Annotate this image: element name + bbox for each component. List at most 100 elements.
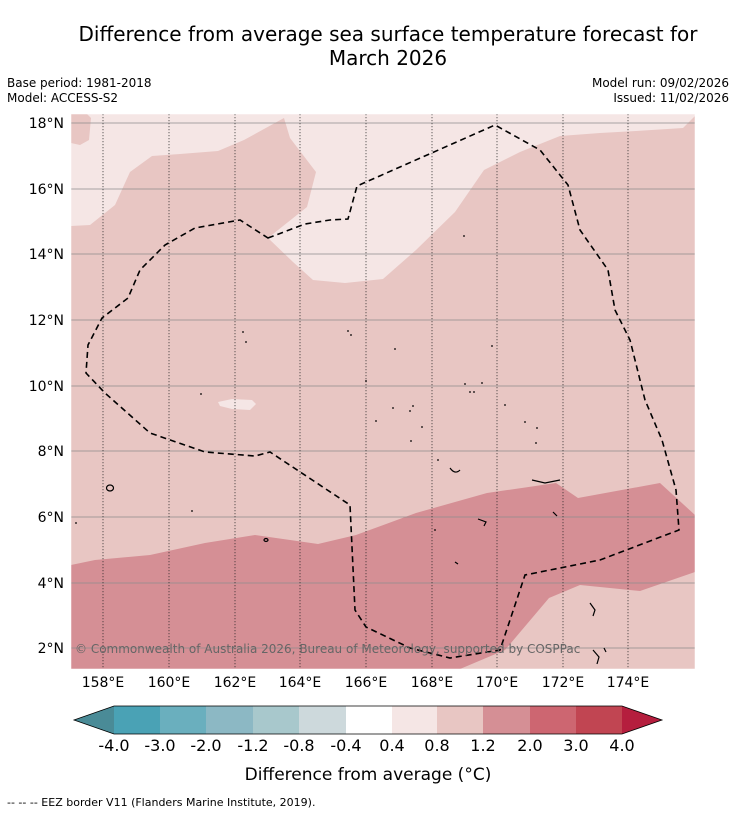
lat-tick-label: 12°N [29,313,64,329]
island [535,442,537,444]
region-medium-anomaly-corner [71,114,91,145]
island [603,647,607,653]
island [421,426,423,428]
lat-tick-label: 8°N [38,444,64,460]
colorbar-swatch [530,706,576,734]
island [392,407,394,409]
colorbar-tick-label: -0.4 [330,736,361,755]
island [504,404,506,406]
island [350,334,352,336]
island [75,522,77,524]
island [592,649,600,665]
colorbar-extend-high [622,706,662,734]
lon-gridlines [102,114,629,669]
lon-tick-label: 164°E [279,675,322,691]
lon-tick-label: 166°E [345,675,388,691]
colorbar-swatch [160,706,206,734]
lat-gridlines [71,122,695,649]
lon-tick-label: 162°E [214,675,257,691]
colorbar-outline [72,705,664,735]
map-frame [70,113,696,670]
lon-tick-labels: 158°E 160°E 162°E 164°E 166°E 168°E 170°… [82,675,650,691]
colorbar-swatch [392,706,437,734]
colorbar-swatch [253,706,299,734]
island [464,383,466,385]
island [536,427,538,429]
island [491,345,493,347]
colorbar-tick-labels: -4.0 -3.0 -2.0 -1.2 -0.8 -0.4 0.4 0.8 1.… [98,736,634,755]
chart-title-line1: Difference from average sea surface temp… [78,22,698,46]
island [463,235,465,237]
island [531,479,561,484]
island [263,537,269,543]
lat-tick-label: 4°N [38,576,64,592]
colorbar-swatch [346,706,392,734]
island [412,405,414,407]
attribution-text: © Commonwealth of Australia 2026, Bureau… [75,642,580,656]
region-light-anomaly-islet [218,399,256,410]
lon-tick-label: 174°E [607,675,650,691]
model-name: Model: ACCESS-S2 [7,91,119,105]
lat-tick-labels: 18°N 16°N 14°N 12°N 10°N 8°N 6°N 4°N 2°N [29,116,64,657]
colorbar-tick-label: -3.0 [144,736,175,755]
colorbar-tick-label: 0.4 [379,736,404,755]
island [469,391,471,393]
island [410,440,412,442]
island [524,421,526,423]
colorbar-label-close: ) [485,765,492,785]
island [481,382,483,384]
island [437,459,439,461]
lon-tick-label: 168°E [411,675,454,691]
map-area: © Commonwealth of Australia 2026, Bureau… [71,114,695,669]
island [434,529,436,531]
island [589,602,596,617]
chart-title-line2: March 2026 [328,46,448,70]
island [375,420,377,422]
model-run: Model run: 09/02/2026 [591,76,729,90]
lat-tick-label: 18°N [29,116,64,132]
lat-tick-label: 14°N [29,247,64,263]
meta-right: Model run: 09/02/2026 Issued: 11/02/2026 [592,76,729,106]
colorbar-tick-label: -0.8 [283,736,314,755]
lat-tick-label: 10°N [29,379,64,395]
colorbar-tick-label: 3.0 [563,736,588,755]
island [347,330,349,332]
colorbar-tick-label: 4.0 [609,736,634,755]
island [365,380,367,382]
colorbar-label-text: Difference from average ( [245,765,465,785]
island [473,391,475,393]
island [477,518,487,527]
colorbar-swatch [206,706,253,734]
island [552,511,558,517]
region-light-anomaly-north [71,114,695,283]
colorbar-swatch [114,706,160,734]
issued-date: Issued: 11/02/2026 [613,91,729,105]
lon-tick-label: 158°E [82,675,125,691]
colorbar-swatch [576,706,622,734]
eez-footnote: -- -- -- EEZ border V11 (Flanders Marine… [7,796,316,809]
colorbar-tick-label: -4.0 [98,736,129,755]
island [191,510,193,512]
lon-tick-label: 170°E [476,675,519,691]
colorbar-swatch [299,706,346,734]
lat-tick-label: 2°N [38,641,64,657]
colorbar-tick-label: -2.0 [190,736,221,755]
colorbar-label-unit: °C [464,765,484,785]
base-period: Base period: 1981-2018 [7,76,152,90]
colorbar-tick-label: -1.2 [237,736,268,755]
colorbar [72,705,664,735]
lat-tick-label: 6°N [38,510,64,526]
meta-left: Base period: 1981-2018 Model: ACCESS-S2 [7,76,152,106]
island [105,484,115,492]
lat-tick-label: 16°N [29,182,64,198]
island [394,348,396,350]
colorbar-extend-low [74,706,114,734]
colorbar-swatch [483,706,530,734]
islands [105,467,607,665]
island [242,331,244,333]
colorbar-tick-label: 2.0 [517,736,542,755]
region-strong-anomaly-south [71,483,695,669]
colorbar-tick-label: 1.2 [470,736,495,755]
lon-tick-label: 172°E [542,675,585,691]
